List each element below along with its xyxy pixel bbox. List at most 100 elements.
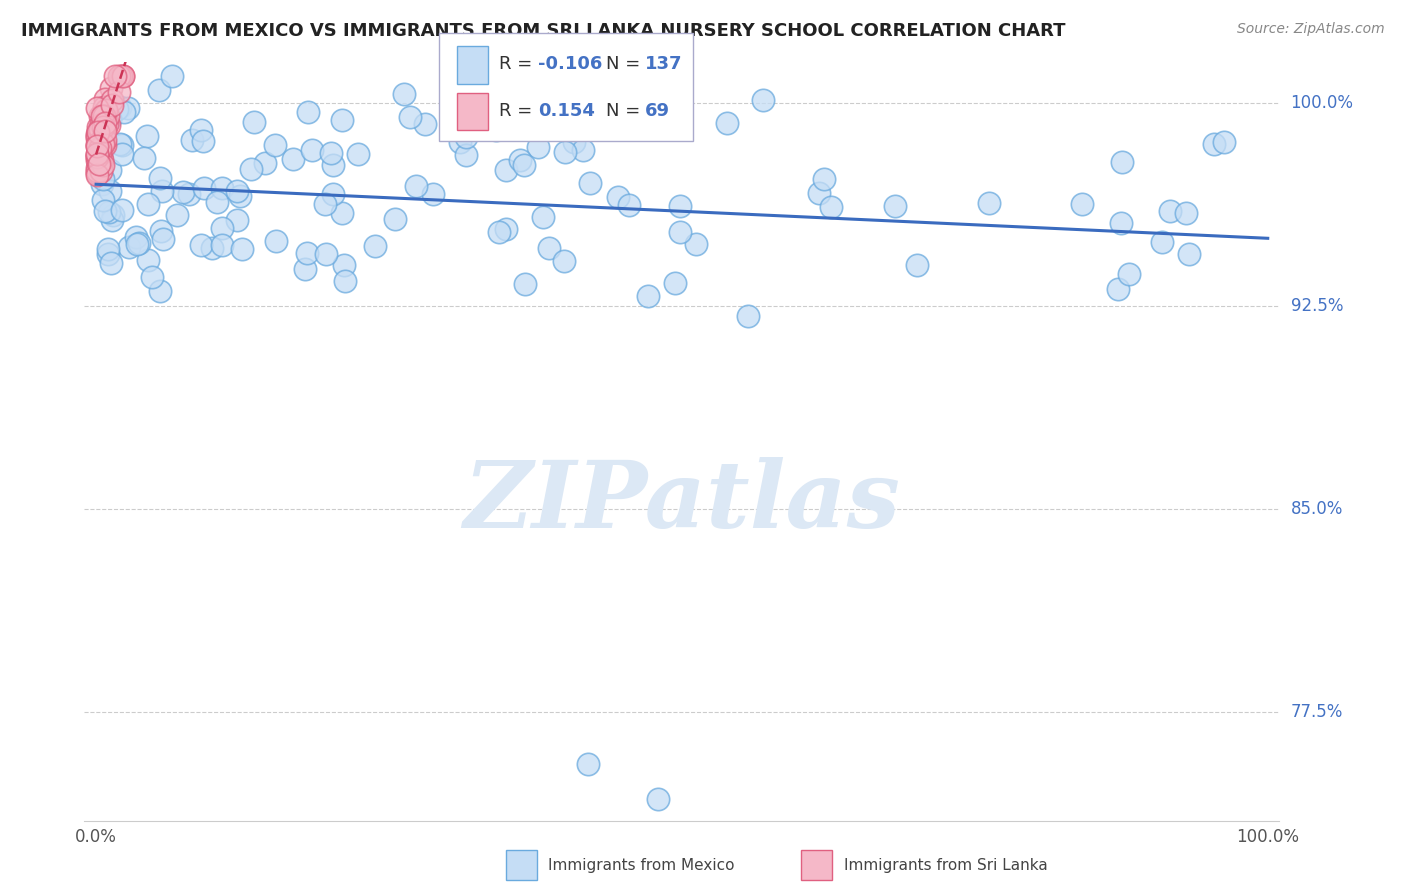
Point	[1150, 235, 1173, 249]
Point	[98, 118, 121, 132]
Point	[86, 168, 108, 182]
Point	[108, 69, 131, 83]
Point	[229, 189, 252, 203]
Point	[87, 125, 110, 139]
Text: N =: N =	[606, 55, 645, 73]
Point	[253, 156, 276, 170]
Point	[91, 172, 114, 186]
Point	[669, 199, 692, 213]
Point	[413, 117, 436, 131]
Point	[110, 137, 132, 152]
Point	[297, 246, 319, 260]
Point	[1204, 136, 1226, 151]
Point	[87, 123, 110, 137]
Point	[91, 132, 114, 146]
Point	[98, 184, 121, 198]
Point	[152, 232, 174, 246]
Point	[86, 129, 108, 144]
Point	[332, 205, 354, 219]
Point	[93, 116, 115, 130]
Point	[134, 151, 156, 165]
Point	[193, 134, 215, 148]
Text: 85.0%: 85.0%	[1291, 500, 1343, 518]
Point	[112, 69, 135, 83]
Point	[193, 181, 215, 195]
Point	[1109, 216, 1132, 230]
Point	[90, 126, 112, 140]
Point	[97, 247, 120, 261]
Point	[399, 110, 422, 124]
Point	[86, 157, 108, 171]
Point	[347, 146, 370, 161]
Point	[94, 92, 117, 106]
Text: ZIPatlas: ZIPatlas	[464, 458, 900, 547]
Point	[100, 255, 122, 269]
Point	[111, 69, 134, 83]
Point	[100, 81, 122, 95]
Point	[93, 133, 115, 147]
Point	[283, 152, 305, 166]
Point	[1174, 205, 1197, 219]
Point	[201, 241, 224, 255]
Point	[91, 120, 114, 134]
Point	[110, 146, 132, 161]
Point	[90, 153, 112, 167]
Point	[86, 127, 108, 141]
Point	[884, 199, 907, 213]
Point	[86, 120, 108, 134]
Point	[97, 242, 120, 256]
Point	[297, 105, 319, 120]
Text: 0.154: 0.154	[538, 102, 595, 120]
Point	[364, 239, 387, 253]
Point	[90, 150, 112, 164]
Point	[330, 112, 353, 127]
Point	[716, 116, 738, 130]
Point	[138, 252, 160, 267]
Point	[488, 226, 510, 240]
Text: Immigrants from Mexico: Immigrants from Mexico	[548, 858, 735, 872]
Point	[150, 184, 173, 198]
Point	[97, 110, 120, 124]
Point	[513, 277, 536, 292]
Point	[1111, 154, 1133, 169]
Point	[264, 234, 287, 248]
Point	[87, 124, 110, 138]
Point	[564, 135, 586, 149]
Point	[737, 309, 759, 323]
Point	[190, 237, 212, 252]
Point	[90, 117, 112, 131]
Point	[90, 120, 114, 135]
Point	[100, 112, 122, 127]
Point	[86, 137, 108, 152]
Point	[501, 102, 523, 116]
Point	[90, 145, 114, 159]
Point	[86, 152, 108, 166]
Point	[231, 242, 253, 256]
Point	[637, 289, 659, 303]
Point	[86, 146, 108, 161]
Point	[90, 109, 112, 123]
Point	[108, 85, 131, 99]
Text: IMMIGRANTS FROM MEXICO VS IMMIGRANTS FROM SRI LANKA NURSERY SCHOOL CORRELATION C: IMMIGRANTS FROM MEXICO VS IMMIGRANTS FRO…	[21, 22, 1066, 40]
Point	[319, 145, 342, 160]
Point	[456, 147, 478, 161]
Point	[553, 254, 575, 268]
Text: 92.5%: 92.5%	[1291, 297, 1343, 315]
Point	[86, 149, 108, 163]
Point	[554, 145, 576, 159]
Point	[94, 103, 117, 117]
Point	[110, 137, 132, 152]
Point	[190, 123, 212, 137]
Point	[579, 176, 602, 190]
Point	[301, 144, 323, 158]
Text: 137: 137	[645, 55, 683, 73]
Point	[752, 93, 775, 107]
Point	[112, 104, 135, 119]
Point	[93, 121, 115, 136]
Point	[86, 153, 108, 167]
Point	[90, 177, 114, 191]
Point	[905, 258, 928, 272]
Point	[239, 162, 262, 177]
Point	[89, 122, 111, 136]
Point	[526, 140, 548, 154]
